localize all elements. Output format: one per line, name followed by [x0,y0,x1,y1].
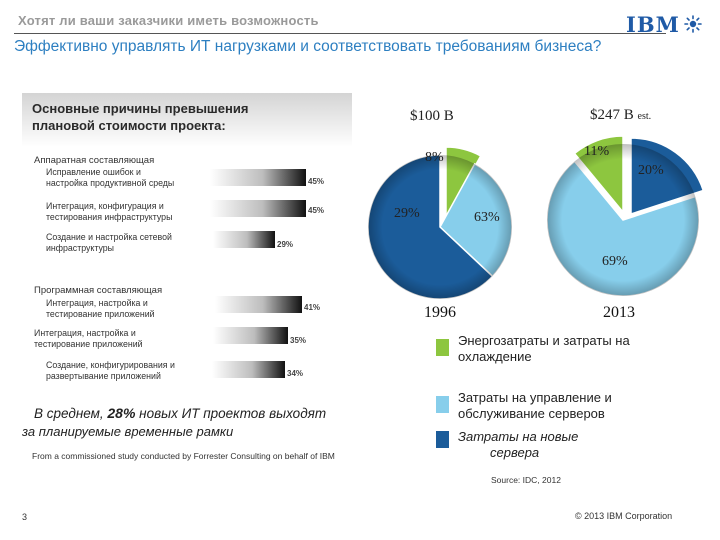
bar-hw-3 [213,231,275,248]
item-label-sw-1: Интеграция, настройка и тестирование при… [46,298,155,320]
pie-2013-label-energy: 11% [584,144,610,159]
legend-text-line: сервера [490,445,540,460]
pie-2013-total: $247 B est. [590,107,651,124]
item-label-sw-2: Интеграция, настройка и тестирование при… [34,328,143,350]
summary-part1: В среднем, [34,406,108,421]
bar-hw-1 [210,169,306,186]
pie-1996 [367,146,513,300]
pie-shading [547,144,699,296]
slide-kicker: Хотят ли ваши заказчики иметь возможност… [18,13,319,28]
item-label-line: инфраструктуры [46,243,115,253]
item-label-line: Создание и настройка сетевой [46,232,172,242]
legend-swatch-new-servers [436,431,449,448]
summary-line-2: за планируемые временные рамки [22,424,234,439]
legend-text-line: охлаждение [458,349,532,364]
ibm-logo-text: IBM [626,12,680,37]
copyright: © 2013 IBM Corporation [575,511,673,521]
causes-panel-title: Основные причины превышения плановой сто… [32,101,249,133]
pie-2013-total-suffix: est. [637,111,652,122]
legend-text-line: обслуживание серверов [458,406,605,421]
pie-2013-total-value: $247 B [590,107,634,123]
ibm-logo: IBM [626,14,680,36]
legend-item-management: Затраты на управление и обслуживание сер… [458,390,612,422]
item-label-line: развертывание приложений [46,371,161,381]
legend-text-line: Энергозатраты и затраты на [458,333,630,348]
item-label-sw-3: Создание, конфигурирования и развертыван… [46,360,175,382]
legend-text-line: Затраты на управление и [458,390,612,405]
header-divider [14,33,666,34]
item-label-line: тестирование приложений [34,339,143,349]
bar-value-label: 35% [290,336,307,345]
group-title-hardware: Аппаратная составляющая [34,155,155,166]
legend-item-energy: Энергозатраты и затраты на охлаждение [458,333,630,365]
group-title-software: Программная составляющая [34,285,163,296]
pie-1996-label-management: 29% [394,206,420,221]
item-label-line: Интеграция, настройка и [34,328,136,338]
summary-line-1: В среднем, 28% новых ИТ проектов выходят [34,403,326,424]
pie-1996-total: $100 B [410,108,454,124]
summary-highlight: 28% [107,405,136,421]
pie-2013-label-management: 69% [602,254,628,269]
summary-part2: новых ИТ проектов выходят [135,406,327,421]
bar-value-label: 41% [304,303,321,312]
pie-2013-year: 2013 [603,304,635,321]
legend-swatch-management [436,396,449,413]
source-note: Source: IDC, 2012 [491,475,561,485]
bar-value-label: 34% [287,369,304,378]
bar-value-label: 45% [308,206,325,215]
legend-swatch-energy [436,339,449,356]
item-label-hw-2: Интеграция, конфигурация и тестирования … [46,201,172,223]
item-label-line: Исправление ошибок и [46,167,141,177]
slide-headline: Эффективно управлять ИТ нагрузками и соо… [14,38,602,55]
bar-sw-3 [212,361,285,378]
item-label-line: Интеграция, настройка и [46,298,148,308]
item-label-hw-1: Исправление ошибок и настройка продуктив… [46,167,174,189]
bar-sw-2 [213,327,288,344]
item-label-line: Интеграция, конфигурация и [46,201,164,211]
pie-2013-label-new-servers: 20% [638,163,664,178]
pie-shading [368,155,512,299]
bar-sw-1 [214,296,302,313]
bar-value-label: 45% [308,177,325,186]
causes-panel: Основные причины превышения плановой сто… [22,93,352,147]
legend-text-line: Затраты на новые [458,429,579,444]
bar-value-label: 29% [277,240,294,249]
page-number: 3 [22,512,28,522]
item-label-line: тестирования инфраструктуры [46,212,173,222]
study-note: From a commissioned study conducted by F… [32,451,335,461]
item-label-line: Создание, конфигурирования и [46,360,175,370]
item-label-hw-3: Создание и настройка сетевой инфраструкт… [46,232,172,254]
pie-1996-label-energy: 8% [425,150,444,165]
pie-2013 [546,135,705,297]
item-label-line: настройка продуктивной среды [46,178,175,188]
pie-1996-label-new-servers: 63% [474,210,500,225]
legend-item-new-servers: Затраты на новые сервера [458,429,578,461]
slide-header: Хотят ли ваши заказчики иметь возможност… [0,0,720,70]
pie-1996-year: 1996 [424,304,456,321]
bar-hw-2 [210,200,306,217]
item-label-line: тестирование приложений [46,309,155,319]
smarter-planet-icon [684,15,702,33]
